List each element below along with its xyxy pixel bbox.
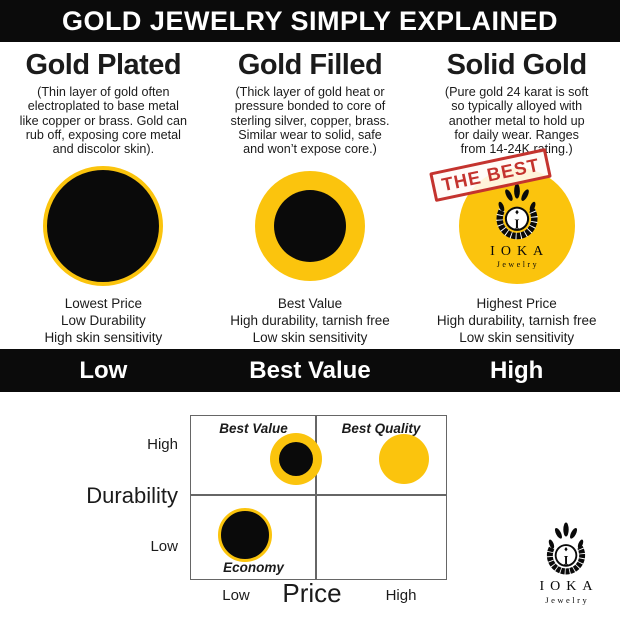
ioka-crest-icon: I	[495, 183, 538, 240]
horizontal-gridline	[191, 494, 446, 496]
vertical-gridline	[315, 416, 317, 579]
chart-plot-area: Best Value Best Quality Economy	[190, 415, 447, 580]
ioka-logo: I IOKA Jewelry	[484, 183, 549, 269]
x-axis-low-tick: Low	[222, 587, 250, 604]
column-description: (Thin layer of gold often electroplated …	[19, 85, 187, 157]
ioka-crest-icon: I	[546, 522, 586, 575]
columns: Gold Plated (Thin layer of gold often el…	[0, 42, 620, 349]
circle-area	[4, 162, 203, 290]
column-heading: Solid Gold	[446, 49, 587, 81]
scale-bar: Low Best Value High	[0, 349, 620, 392]
solid-gold-circle: I IOKA Jewelry THE BEST	[429, 147, 575, 284]
quadrant-label-best-quality: Best Quality	[341, 421, 421, 436]
logo-sub-text: Jewelry	[496, 259, 540, 269]
column-solid-gold: Solid Gold (Pure gold 24 karat is soft s…	[413, 42, 620, 349]
quadrant-label-economy: Economy	[223, 560, 284, 575]
logo-monogram: I	[514, 216, 519, 231]
circle-area: I IOKA Jewelry THE BEST	[417, 147, 616, 290]
economy-bubble	[218, 508, 272, 562]
x-axis-high-tick: High	[385, 587, 417, 604]
best-value-bubble-core	[279, 442, 313, 476]
logo-brand-text: IOKA	[539, 579, 599, 594]
y-axis-label: Durability	[86, 483, 178, 508]
x-axis-label: Price	[282, 578, 342, 608]
column-summary: Best Value High durability, tarnish free…	[230, 295, 390, 345]
best-value-bubble	[270, 433, 322, 485]
ioka-logo: I IOKA Jewelry	[522, 522, 610, 605]
gold-filled-circle	[255, 170, 365, 281]
circle-area	[211, 162, 410, 290]
best-quality-bubble	[379, 434, 429, 484]
column-heading: Gold Filled	[237, 49, 383, 81]
column-description: (Thick layer of gold heat or pressure bo…	[230, 85, 390, 157]
column-description: (Pure gold 24 karat is soft so typically…	[444, 85, 589, 157]
y-axis-low-tick: Low	[150, 538, 178, 555]
logo-sub-text: Jewelry	[545, 595, 590, 605]
scale-best-value-label: Best Value	[249, 356, 371, 384]
scale-high-label: High	[490, 356, 544, 384]
black-core	[274, 189, 346, 262]
column-summary: Highest Price High durability, tarnish f…	[436, 295, 597, 345]
quadrant-label-best-value: Best Value	[219, 421, 288, 436]
gold-plated-circle	[43, 165, 164, 286]
y-axis-high-tick: High	[147, 436, 178, 453]
logo-brand-text: IOKA	[490, 243, 550, 259]
column-heading: Gold Plated	[25, 49, 182, 81]
column-gold-plated: Gold Plated (Thin layer of gold often el…	[0, 42, 207, 349]
title-bar: GOLD JEWELRY SIMPLY EXPLAINED	[0, 0, 620, 42]
scale-low-label: Low	[79, 356, 128, 384]
logo-monogram: I	[564, 554, 569, 568]
quadrant-chart-section: High Durability Low Best Value Best Qual…	[0, 392, 620, 620]
page-title: GOLD JEWELRY SIMPLY EXPLAINED	[61, 5, 559, 36]
column-gold-filled: Gold Filled (Thick layer of gold heat or…	[207, 42, 414, 349]
column-summary: Lowest Price Low Durability High skin se…	[44, 295, 163, 345]
